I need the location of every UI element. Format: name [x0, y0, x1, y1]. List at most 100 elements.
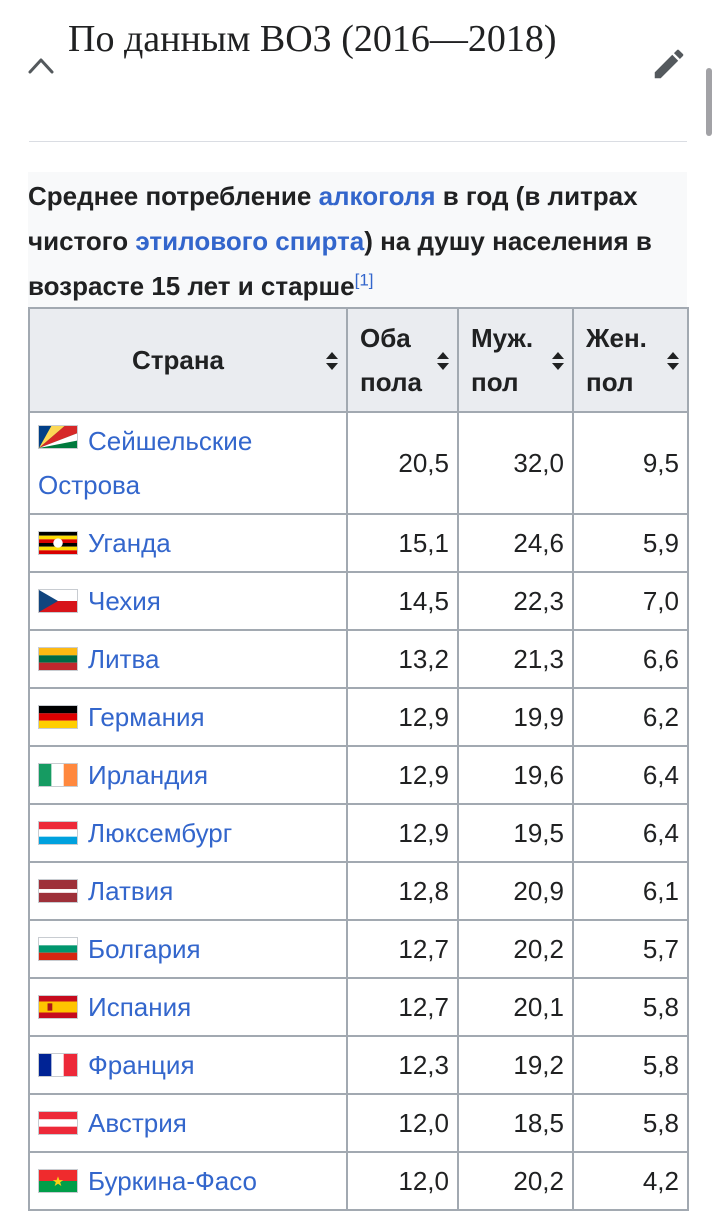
country-link[interactable]: Сейшельские Острова	[38, 419, 253, 507]
table-row: Литва 13,2 21,3 6,6	[28, 629, 689, 689]
table-row: Буркина-Фасо 12,0 20,2 4,2	[28, 1151, 689, 1211]
section-header: По данным ВОЗ (2016—2018)	[0, 0, 715, 142]
table-row: Болгария 12,7 20,2 5,7	[28, 919, 689, 979]
header-both-sexes[interactable]: Оба пола	[346, 307, 459, 413]
value-both: 12,9	[346, 745, 459, 805]
value-both: 12,3	[346, 1035, 459, 1095]
value-both: 12,9	[346, 687, 459, 747]
table-row: Германия 12,9 19,9 6,2	[28, 687, 689, 747]
country-link[interactable]: Испания	[88, 992, 192, 1022]
country-cell: Люксембург	[28, 803, 348, 863]
header-female-line1: Жен.	[586, 323, 647, 353]
country-link[interactable]: Чехия	[88, 586, 161, 616]
country-link[interactable]: Германия	[88, 702, 205, 732]
austria-flag-icon	[38, 1111, 78, 1135]
value-female: 6,4	[572, 803, 689, 863]
sort-icon[interactable]	[551, 351, 565, 371]
latvia-flag-icon	[38, 879, 78, 903]
table-row: Люксембург 12,9 19,5 6,4	[28, 803, 689, 863]
value-both: 15,1	[346, 513, 459, 573]
value-male: 19,2	[457, 1035, 574, 1095]
alcohol-link[interactable]: алкоголя	[318, 181, 436, 211]
sort-icon[interactable]	[666, 351, 680, 371]
header-female-line2: пол	[586, 367, 634, 397]
value-female: 6,1	[572, 861, 689, 921]
country-cell: Болгария	[28, 919, 348, 979]
ethanol-link[interactable]: этилового спирта	[135, 226, 365, 256]
scrollbar[interactable]	[706, 68, 712, 136]
value-both: 12,0	[346, 1151, 459, 1211]
table-row: Австрия 12,0 18,5 5,8	[28, 1093, 689, 1153]
alcohol-consumption-table: Страна Оба пола Муж. пол Жен. пол	[28, 307, 689, 1211]
country-cell: Испания	[28, 977, 348, 1037]
germany-flag-icon	[38, 705, 78, 729]
value-both: 12,8	[346, 861, 459, 921]
value-both: 13,2	[346, 629, 459, 689]
country-link[interactable]: Буркина-Фасо	[88, 1166, 258, 1196]
value-male: 20,2	[457, 1151, 574, 1211]
value-male: 24,6	[457, 513, 574, 573]
value-female: 4,2	[572, 1151, 689, 1211]
caption-text: Среднее потребление	[28, 181, 319, 211]
chevron-up-icon[interactable]	[26, 52, 56, 76]
caption-text: ) на душу населения в возрасте 15 лет и …	[28, 226, 652, 301]
value-male: 19,5	[457, 803, 574, 863]
country-cell: Сейшельские Острова	[28, 411, 348, 515]
table-row: Сейшельские Острова 20,5 32,0 9,5	[28, 411, 689, 515]
country-cell: Австрия	[28, 1093, 348, 1153]
value-both: 12,0	[346, 1093, 459, 1153]
country-cell: Уганда	[28, 513, 348, 573]
value-both: 12,9	[346, 803, 459, 863]
value-both: 20,5	[346, 411, 459, 515]
divider	[29, 141, 687, 142]
pencil-icon[interactable]	[650, 45, 688, 83]
sort-icon[interactable]	[325, 351, 339, 371]
value-female: 6,6	[572, 629, 689, 689]
country-link[interactable]: Франция	[88, 1050, 195, 1080]
footnote-link[interactable]: [1]	[354, 270, 374, 290]
value-both: 12,7	[346, 977, 459, 1037]
value-male: 19,9	[457, 687, 574, 747]
country-link[interactable]: Болгария	[88, 934, 201, 964]
header-female[interactable]: Жен. пол	[572, 307, 689, 413]
value-female: 5,9	[572, 513, 689, 573]
country-link[interactable]: Литва	[88, 644, 160, 674]
value-female: 5,7	[572, 919, 689, 979]
table-row: Латвия 12,8 20,9 6,1	[28, 861, 689, 921]
value-male: 22,3	[457, 571, 574, 631]
table-row: Испания 12,7 20,1 5,8	[28, 977, 689, 1037]
table-caption: Среднее потребление алкоголя в год (в ли…	[28, 172, 687, 308]
seychelles-flag-icon	[38, 425, 78, 449]
uganda-flag-icon	[38, 531, 78, 555]
czech-flag-icon	[38, 589, 78, 613]
country-link[interactable]: Ирландия	[88, 760, 209, 790]
lithuania-flag-icon	[38, 647, 78, 671]
header-both-line2: пола	[360, 367, 422, 397]
france-flag-icon	[38, 1053, 78, 1077]
country-cell: Буркина-Фасо	[28, 1151, 348, 1211]
value-female: 6,2	[572, 687, 689, 747]
country-cell: Чехия	[28, 571, 348, 631]
burkina-faso-flag-icon	[38, 1169, 78, 1193]
luxembourg-flag-icon	[38, 821, 78, 845]
country-cell: Литва	[28, 629, 348, 689]
country-cell: Франция	[28, 1035, 348, 1095]
sort-icon[interactable]	[436, 351, 450, 371]
header-country[interactable]: Страна	[28, 307, 348, 413]
table-header-row: Страна Оба пола Муж. пол Жен. пол	[28, 307, 689, 413]
value-female: 5,8	[572, 1035, 689, 1095]
country-link[interactable]: Латвия	[88, 876, 174, 906]
country-link[interactable]: Люксембург	[88, 818, 233, 848]
value-male: 32,0	[457, 411, 574, 515]
bulgaria-flag-icon	[38, 937, 78, 961]
value-both: 12,7	[346, 919, 459, 979]
header-both-line1: Оба	[360, 323, 411, 353]
value-male: 19,6	[457, 745, 574, 805]
country-link[interactable]: Австрия	[88, 1108, 187, 1138]
header-male[interactable]: Муж. пол	[457, 307, 574, 413]
value-female: 6,4	[572, 745, 689, 805]
country-name-line1: Сейшельские	[88, 426, 253, 456]
table-row: Ирландия 12,9 19,6 6,4	[28, 745, 689, 805]
caption-text: в год (в литрах чистого	[28, 181, 638, 256]
country-link[interactable]: Уганда	[88, 528, 171, 558]
